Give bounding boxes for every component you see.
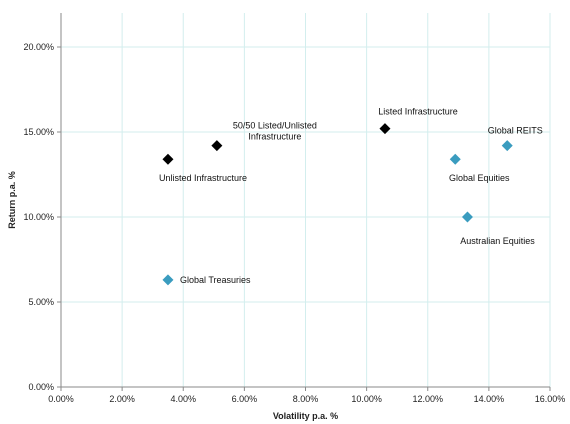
y-axis-title: Return p.a. %: [7, 171, 17, 229]
y-tick-label: 10.00%: [23, 212, 54, 222]
data-labels: Unlisted Infrastructure 50/50 Listed/Unli…: [159, 107, 543, 285]
x-tick-label: 6.00%: [232, 394, 258, 404]
label-unlisted-infrastructure: Unlisted Infrastructure: [159, 173, 247, 183]
point-global-reits: [501, 140, 513, 152]
x-tick-label: 4.00%: [170, 394, 196, 404]
y-tick-label: 15.00%: [23, 127, 54, 137]
data-points: [162, 123, 513, 286]
point-global-treasuries: [162, 274, 174, 286]
point-global-equities: [449, 153, 461, 165]
x-tick-label: 0.00%: [48, 394, 74, 404]
label-global-reits: Global REITS: [488, 126, 543, 136]
x-tick-label: 12.00%: [412, 394, 443, 404]
label-australian-equities: Australian Equities: [460, 236, 535, 246]
x-axis-title: Volatility p.a. %: [273, 411, 338, 421]
label-global-treasuries: Global Treasuries: [180, 275, 251, 285]
point-50-50-listed-unlisted-infrastructure: [211, 140, 223, 152]
x-tick-label: 14.00%: [474, 394, 505, 404]
x-tick-label: 16.00%: [535, 394, 566, 404]
label-global-equities: Global Equities: [449, 173, 510, 183]
x-tick-label: 8.00%: [293, 394, 319, 404]
point-unlisted-infrastructure: [162, 153, 174, 165]
point-listed-infrastructure: [379, 123, 391, 135]
x-tick-label: 2.00%: [109, 394, 135, 404]
x-axis-ticks: 0.00% 2.00% 4.00% 6.00% 8.00% 10.00% 12.00% 14.…: [48, 387, 565, 404]
y-tick-label: 5.00%: [28, 297, 54, 307]
y-axis-ticks: 0.00% 5.00% 10.00% 15.00% 20.00%: [23, 42, 61, 392]
y-tick-label: 20.00%: [23, 42, 54, 52]
x-tick-label: 10.00%: [351, 394, 382, 404]
y-tick-label: 0.00%: [28, 382, 54, 392]
label-50-50-listed-unlisted-infrastructure: 50/50 Listed/Unlisted Infrastructure: [233, 121, 317, 142]
grid-lines: [61, 13, 551, 387]
label-listed-infrastructure: Listed Infrastructure: [378, 107, 458, 117]
point-australian-equities: [461, 211, 473, 223]
